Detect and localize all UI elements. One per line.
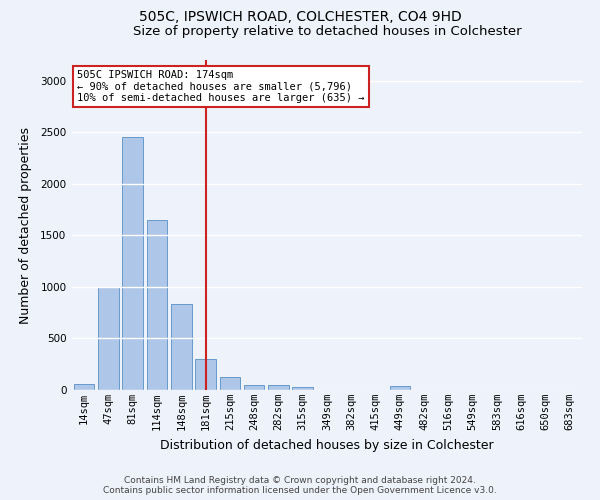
Text: Contains HM Land Registry data © Crown copyright and database right 2024.
Contai: Contains HM Land Registry data © Crown c… (103, 476, 497, 495)
Bar (122, 138, 143, 390)
X-axis label: Distribution of detached houses by size in Colchester: Distribution of detached houses by size … (160, 438, 494, 452)
Bar (292, 388, 313, 390)
Bar (74, 384, 94, 390)
Text: 505C IPSWICH ROAD: 174sqm
← 90% of detached houses are smaller (5,796)
10% of se: 505C IPSWICH ROAD: 174sqm ← 90% of detac… (77, 70, 365, 103)
Bar (171, 304, 191, 390)
Bar (268, 386, 289, 390)
Text: 505C, IPSWICH ROAD, COLCHESTER, CO4 9HD: 505C, IPSWICH ROAD, COLCHESTER, CO4 9HD (139, 10, 461, 24)
Bar (244, 385, 265, 390)
Y-axis label: Number of detached properties: Number of detached properties (19, 126, 32, 324)
Bar (220, 376, 240, 390)
Title: Size of property relative to detached houses in Colchester: Size of property relative to detached ho… (133, 25, 521, 38)
Bar (389, 386, 410, 390)
Bar (195, 359, 216, 390)
Bar (98, 287, 119, 390)
Bar (146, 220, 167, 390)
